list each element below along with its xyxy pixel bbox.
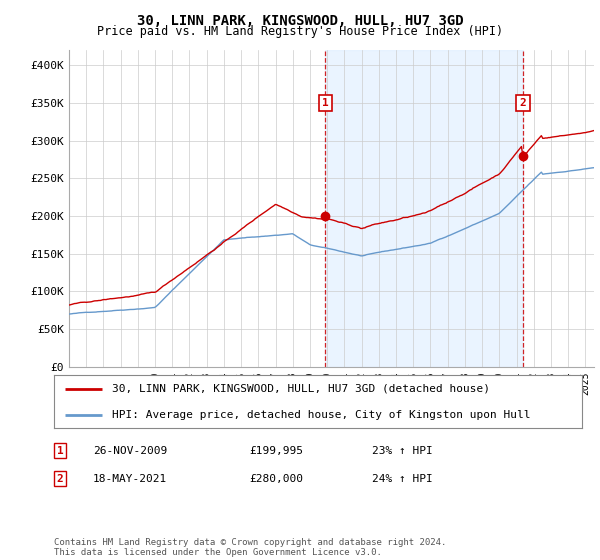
Text: £280,000: £280,000 [249, 474, 303, 484]
Text: 23% ↑ HPI: 23% ↑ HPI [372, 446, 433, 456]
Text: Contains HM Land Registry data © Crown copyright and database right 2024.
This d: Contains HM Land Registry data © Crown c… [54, 538, 446, 557]
Text: 18-MAY-2021: 18-MAY-2021 [93, 474, 167, 484]
Text: 2: 2 [56, 474, 64, 484]
Text: 2: 2 [520, 98, 526, 108]
Text: Price paid vs. HM Land Registry's House Price Index (HPI): Price paid vs. HM Land Registry's House … [97, 25, 503, 38]
Text: 30, LINN PARK, KINGSWOOD, HULL, HU7 3GD: 30, LINN PARK, KINGSWOOD, HULL, HU7 3GD [137, 14, 463, 28]
Text: 1: 1 [322, 98, 329, 108]
Text: 1: 1 [56, 446, 64, 456]
Text: 24% ↑ HPI: 24% ↑ HPI [372, 474, 433, 484]
Text: HPI: Average price, detached house, City of Kingston upon Hull: HPI: Average price, detached house, City… [112, 410, 530, 420]
Text: 30, LINN PARK, KINGSWOOD, HULL, HU7 3GD (detached house): 30, LINN PARK, KINGSWOOD, HULL, HU7 3GD … [112, 384, 490, 394]
Bar [325, 50, 523, 367]
Text: 26-NOV-2009: 26-NOV-2009 [93, 446, 167, 456]
Text: £199,995: £199,995 [249, 446, 303, 456]
